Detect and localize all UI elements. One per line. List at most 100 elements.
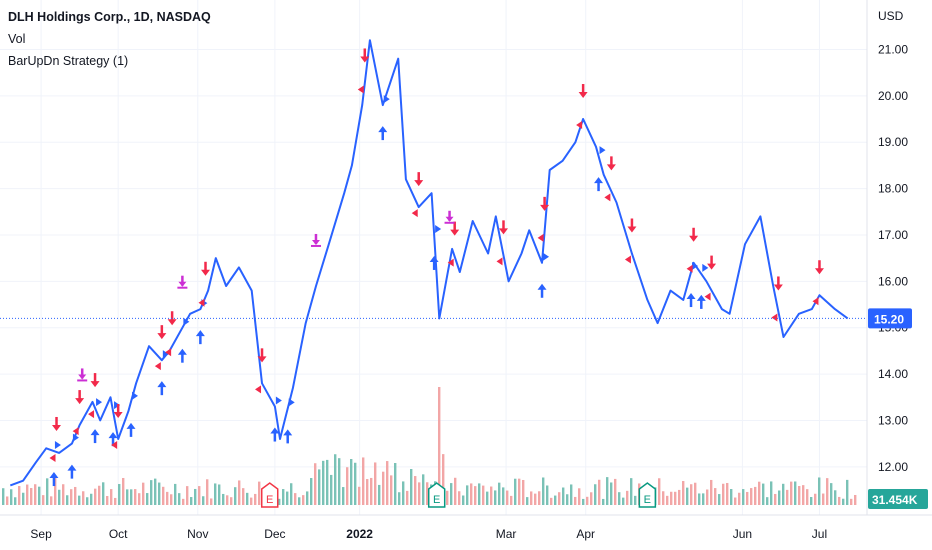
short-entry-marker[interactable]: [496, 257, 503, 266]
last-volume-badge[interactable]: [868, 489, 928, 509]
short-entry-marker[interactable]: [49, 453, 56, 462]
short-entry-arrow[interactable]: [814, 260, 824, 275]
volume-bar: [410, 468, 413, 505]
short-entry-arrow[interactable]: [450, 221, 460, 236]
short-entry-arrow[interactable]: [201, 261, 211, 276]
long-entry-arrow[interactable]: [686, 293, 696, 308]
long-entry-marker[interactable]: [435, 224, 442, 233]
volume-bar: [366, 479, 369, 505]
short-entry-arrow[interactable]: [498, 220, 508, 235]
price-tick-label: 14.00: [878, 367, 908, 381]
long-entry-marker[interactable]: [132, 391, 139, 400]
time-tick-label: Oct: [109, 527, 128, 541]
long-entry-marker[interactable]: [288, 398, 295, 407]
short-entry-arrow[interactable]: [540, 196, 550, 211]
short-entry-marker[interactable]: [624, 255, 631, 264]
long-entry-arrow[interactable]: [126, 422, 136, 437]
short-entry-marker[interactable]: [704, 292, 711, 301]
long-entry-arrow[interactable]: [67, 464, 77, 479]
long-entry-marker[interactable]: [599, 146, 606, 155]
long-entry-arrow[interactable]: [49, 472, 59, 487]
short-entry-arrow[interactable]: [113, 403, 123, 418]
last-price-badge[interactable]: [868, 308, 912, 329]
short-entry-arrow[interactable]: [157, 325, 167, 340]
short-entry-marker[interactable]: [357, 85, 364, 94]
short-entry-marker[interactable]: [812, 297, 819, 306]
short-entry-arrow[interactable]: [360, 48, 370, 63]
short-entry-marker[interactable]: [72, 427, 79, 436]
short-entry-arrow[interactable]: [167, 311, 177, 326]
earnings-event-icon[interactable]: E: [638, 482, 657, 508]
short-entry-arrow[interactable]: [75, 390, 85, 405]
short-entry-marker[interactable]: [111, 440, 118, 449]
volume-bar: [802, 485, 805, 505]
volume-bar: [30, 488, 33, 505]
short-entry-marker[interactable]: [411, 209, 418, 218]
short-entry-arrow[interactable]: [90, 373, 100, 388]
long-entry-arrow[interactable]: [594, 177, 604, 192]
long-entry-arrow[interactable]: [537, 283, 547, 298]
long-entry-marker[interactable]: [54, 441, 61, 450]
short-entry-marker[interactable]: [604, 193, 611, 202]
short-entry-arrow[interactable]: [414, 172, 424, 187]
volume-bar: [806, 489, 809, 505]
strategy-indicator-label[interactable]: BarUpDn Strategy (1): [8, 54, 129, 68]
short-entry-marker[interactable]: [198, 298, 205, 307]
short-entry-marker[interactable]: [255, 385, 262, 394]
long-entry-marker[interactable]: [383, 95, 390, 104]
long-entry-arrow[interactable]: [429, 255, 439, 270]
short-entry-arrow[interactable]: [773, 276, 783, 291]
long-entry-arrow[interactable]: [283, 429, 293, 444]
short-entry-marker[interactable]: [154, 362, 161, 371]
short-entry-arrow[interactable]: [257, 348, 267, 363]
volume-bar: [2, 488, 5, 505]
long-entry-arrow[interactable]: [157, 381, 167, 396]
earnings-event-icon[interactable]: E: [427, 482, 446, 508]
long-entry-arrow[interactable]: [195, 330, 205, 345]
short-entry-marker[interactable]: [88, 410, 95, 419]
exit-marker[interactable]: [310, 233, 321, 247]
exit-marker[interactable]: [77, 368, 88, 382]
short-entry-arrow[interactable]: [689, 227, 699, 242]
long-entry-arrow[interactable]: [177, 348, 187, 363]
short-entry-marker[interactable]: [576, 121, 583, 130]
long-entry-marker[interactable]: [275, 396, 282, 405]
volume-bar: [774, 493, 777, 505]
short-entry-marker[interactable]: [686, 264, 693, 273]
earnings-event-icon[interactable]: E: [260, 482, 279, 508]
volume-bar: [302, 495, 305, 505]
long-entry-arrow[interactable]: [378, 126, 388, 141]
short-entry-arrow[interactable]: [578, 84, 588, 99]
volume-indicator-label[interactable]: Vol: [8, 32, 26, 46]
volume-bar: [746, 491, 749, 505]
long-entry-marker[interactable]: [72, 433, 79, 442]
volume-bar: [134, 489, 137, 505]
price-line[interactable]: [9, 39, 849, 487]
symbol-title[interactable]: DLH Holdings Corp., 1D, NASDAQ: [8, 10, 211, 24]
short-entry-marker[interactable]: [537, 233, 544, 242]
volume-bar: [94, 488, 97, 505]
long-entry-marker[interactable]: [96, 398, 103, 407]
long-entry-arrow[interactable]: [270, 427, 280, 442]
short-entry-arrow[interactable]: [627, 218, 637, 233]
short-entry-arrow[interactable]: [707, 255, 717, 270]
short-entry-marker[interactable]: [447, 258, 454, 267]
long-entry-marker[interactable]: [162, 350, 169, 359]
exit-marker[interactable]: [444, 210, 455, 224]
short-entry-arrow[interactable]: [52, 416, 62, 431]
short-entry-marker[interactable]: [165, 348, 172, 357]
short-entry-marker[interactable]: [771, 313, 778, 322]
time-tick-label: Mar: [496, 527, 517, 541]
long-entry-marker[interactable]: [543, 252, 550, 261]
long-entry-marker[interactable]: [692, 262, 699, 271]
long-entry-arrow[interactable]: [90, 429, 100, 444]
long-entry-arrow[interactable]: [696, 294, 706, 309]
short-entry-arrow[interactable]: [606, 156, 616, 171]
volume-bar: [218, 484, 221, 505]
volume-bar: [842, 498, 845, 505]
exit-marker[interactable]: [177, 275, 188, 289]
long-entry-marker[interactable]: [183, 317, 190, 326]
long-entry-marker[interactable]: [702, 263, 709, 272]
